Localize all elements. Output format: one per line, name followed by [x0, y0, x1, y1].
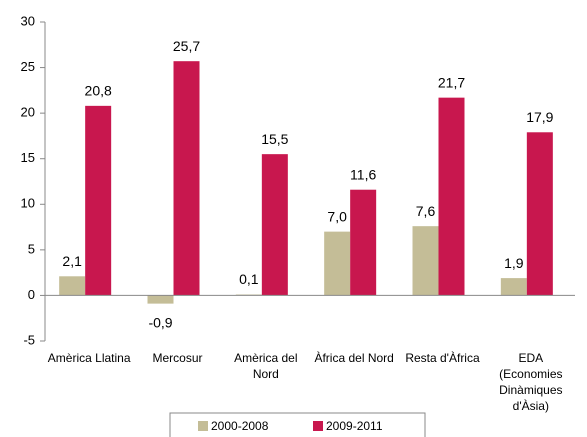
data-label: 20,8 — [85, 83, 112, 99]
bar — [324, 231, 351, 296]
x-tick-label: Àfrica del Nord — [314, 351, 394, 365]
legend-swatch — [198, 421, 208, 431]
x-tick-label: Mercosur — [152, 351, 203, 365]
x-tick-label: EDA (Economies Dinàmiques d'Àsia) — [499, 351, 563, 413]
bar — [59, 276, 86, 296]
bar — [147, 295, 174, 304]
y-tick-label: 0 — [28, 287, 35, 302]
y-tick-label: 25 — [21, 59, 35, 74]
data-label: 7,0 — [327, 208, 347, 224]
legend-swatch — [313, 421, 323, 431]
x-tick-label: Amèrica del Nord — [234, 351, 298, 381]
data-label: 17,9 — [526, 109, 553, 125]
y-tick-label: 5 — [28, 241, 35, 256]
legend-label: 2000-2008 — [211, 419, 269, 433]
x-tick-label: Resta d'Àfrica — [405, 351, 480, 365]
bar — [500, 278, 527, 296]
y-tick-label: 30 — [21, 13, 35, 28]
data-label: 11,6 — [350, 166, 376, 182]
bar — [85, 105, 112, 296]
data-label: 21,7 — [438, 74, 465, 90]
y-tick-label: 10 — [21, 196, 35, 211]
bar — [412, 226, 439, 296]
bar — [526, 132, 553, 296]
bar — [438, 97, 465, 296]
data-label: 15,5 — [261, 131, 288, 147]
bar — [173, 61, 200, 296]
bar — [261, 154, 288, 296]
data-label: 25,7 — [173, 38, 200, 54]
data-label: -0,9 — [148, 314, 172, 330]
x-tick-label: Amèrica Llatina — [47, 351, 131, 365]
data-label: 7,6 — [416, 203, 436, 219]
y-tick-label: -5 — [23, 332, 35, 347]
data-label: 2,1 — [62, 253, 82, 269]
bar — [350, 189, 377, 296]
y-tick-label: 15 — [21, 150, 35, 165]
data-label: 1,9 — [504, 255, 524, 271]
y-tick-label: 20 — [21, 105, 35, 120]
legend-box — [169, 412, 426, 437]
data-label: 0,1 — [239, 271, 259, 287]
legend-label: 2009-2011 — [326, 419, 383, 433]
